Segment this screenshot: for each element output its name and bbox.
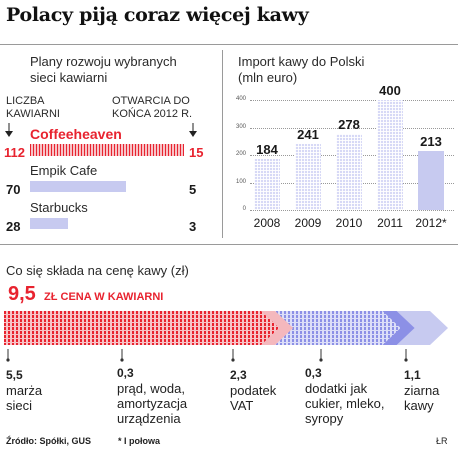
import-ytick: 400 [235,96,246,102]
chain-cafes-starbucks: 28 [6,219,21,234]
price-segment-label: 0,3 dodatki jak cukier, mleko, syropy [305,366,384,426]
import-ytick: 200 [235,151,246,157]
footer-author: ŁR [436,436,448,446]
import-category: 2011 [377,216,403,230]
price-seg-dot [319,358,323,362]
price-segment-text: sieci [6,398,33,413]
import-category: 2012* [415,216,447,230]
import-bar-value: 400 [379,83,401,98]
price-segment-label: 2,3 podatek VAT [230,368,276,413]
import-bar [254,159,280,210]
import-category: 2008 [253,216,281,230]
price-segment-text: cukier, mleko, [305,396,385,411]
price-segment-text: dodatki jak [305,381,368,396]
import-bar-value: 278 [338,116,360,132]
price-seg-dot [120,358,124,362]
price-total-label: ZŁ CENA W KAWIARNI [44,291,164,303]
price-chart-title: Co się składa na cenę kawy (zł) [6,263,189,278]
price-segment-text: marża [6,383,43,398]
chain-openings-coffeeheaven: 15 [189,145,204,160]
import-bar [295,143,321,210]
col-right-header-line2: KOŃCA 2012 R. [112,108,193,120]
left-arrow-icon [5,123,13,137]
import-ytick: 100 [235,178,246,185]
price-segment-value: 1,1 [404,368,421,382]
price-segment-value: 0,3 [117,366,134,380]
price-segment-text: syropy [305,411,344,426]
price-bar [4,311,448,362]
price-segment-labels: 5,5 marża sieci 0,3 prąd, woda, amortyzacja ur… [0,352,458,432]
chain-cafes-coffeeheaven: 112 [4,145,25,160]
price-segment-text: VAT [230,398,254,413]
price-segment-text: podatek [230,383,277,398]
col-left-header-line1: LICZBA [6,95,45,107]
chain-openings-starbucks: 3 [189,219,197,234]
import-chart-title: Import kawy do Polski [238,54,365,69]
import-bar [418,151,444,210]
price-segment-label: 1,1 ziarna kawy [404,368,439,413]
chain-name-empik: Empik Cafe [30,163,98,178]
price-total-value: 9,5 [8,283,36,305]
price-segment-text: ziarna [404,383,440,398]
chain-openings-empik: 5 [189,182,197,197]
section-divider [0,244,458,245]
import-bar [336,133,362,210]
import-category: 2010 [335,216,363,230]
price-segment-text: kawy [404,398,434,413]
import-gridline [250,127,454,129]
import-category: 2009 [294,216,322,230]
chain-bar-empik [30,181,126,192]
import-chart: 0 100 200 300 400 184 2008 241 2009 278 2010 400 201… [226,83,458,240]
price-seg-dot [231,358,235,362]
price-segment-value: 2,3 [230,368,247,382]
chain-name-starbucks: Starbucks [30,200,88,215]
chain-name-coffeeheaven: Coffeeheaven [30,126,122,142]
chains-subtitle-line1: Plany rozwoju wybranych [30,54,177,69]
chain-cafes-empik: 70 [6,182,21,197]
col-left-header: LICZBA KAWIARNI [6,95,60,121]
price-seg-dot [404,358,408,362]
chain-bar-starbucks [30,218,68,229]
import-bar [377,100,403,210]
import-bar-value: 184 [256,142,278,158]
footer-source: Źródło: Spółki, GUS [6,436,91,446]
price-segment-label: 5,5 marża sieci [6,368,42,413]
title-divider [0,44,458,45]
import-gridline [250,210,454,211]
price-segment-text: urządzenia [117,411,181,426]
import-gridline [250,100,454,101]
col-left-header-line2: KAWIARNI [6,108,60,120]
price-segment-value: 5,5 [6,368,23,382]
panel-divider [222,50,223,238]
import-ytick: 300 [235,123,246,130]
price-segment-label: 0,3 prąd, woda, amortyzacja urządzenia [117,366,187,426]
import-ytick: 0 [242,206,246,212]
import-bar-value: 241 [297,126,319,142]
col-right-header-line1: OTWARCIA DO [112,95,190,107]
import-chart-ylabel: (mln euro) [238,70,298,85]
price-segment-text: prąd, woda, [117,381,185,396]
price-seg-margin [4,311,280,345]
footer-note: * I połowa [118,436,161,446]
price-seg-vat [257,311,401,345]
page-title: Polacy piją coraz więcej kawy [6,4,309,26]
price-segment-value: 0,3 [305,366,322,380]
right-arrow-icon [189,123,197,137]
col-right-header: OTWARCIA DO KOŃCA 2012 R. [112,95,192,121]
chains-subtitle-line2: sieci kawiarni [30,70,108,85]
import-bar-value: 213 [420,134,442,150]
price-seg-dot [6,358,10,362]
chain-bar-coffeeheaven [30,144,184,156]
chains-subtitle: Plany rozwoju wybranych sieci kawiarni [30,54,177,86]
price-segment-text: amortyzacja [117,396,188,411]
